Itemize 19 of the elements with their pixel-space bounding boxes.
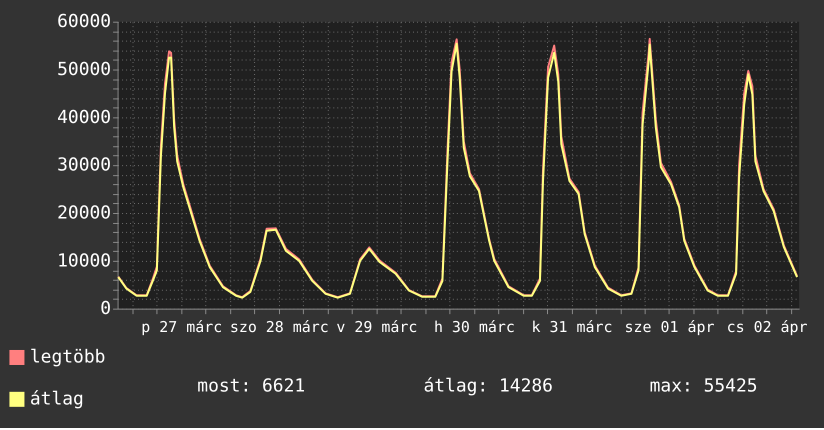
y-tick-label: 20000 xyxy=(57,202,112,224)
y-tick-label: 10000 xyxy=(57,250,112,272)
y-tick-label: 0 xyxy=(100,298,112,320)
x-tick-label: szo 28 márc xyxy=(230,318,329,336)
y-tick-label: 30000 xyxy=(57,154,112,176)
text: átlag: 14286 xyxy=(423,375,553,396)
legend-label: átlag xyxy=(30,388,84,410)
x-tick-label: sze 01 ápr xyxy=(624,318,714,336)
legend-label: legtöbb xyxy=(30,346,106,368)
x-tick-label: p 27 márc xyxy=(141,318,222,336)
x-tick-label: cs 02 ápr xyxy=(726,318,808,336)
text: most: 6621 xyxy=(197,375,306,396)
y-tick-label: 40000 xyxy=(57,106,112,128)
text: max: 55425 xyxy=(650,375,758,396)
x-tick-label: k 31 márc xyxy=(531,318,612,336)
y-tick-label: 60000 xyxy=(57,11,112,32)
x-tick-label: v 29 márc xyxy=(336,318,418,336)
x-tick-label: h 30 márc xyxy=(434,318,515,336)
y-tick-label: 50000 xyxy=(57,59,112,80)
